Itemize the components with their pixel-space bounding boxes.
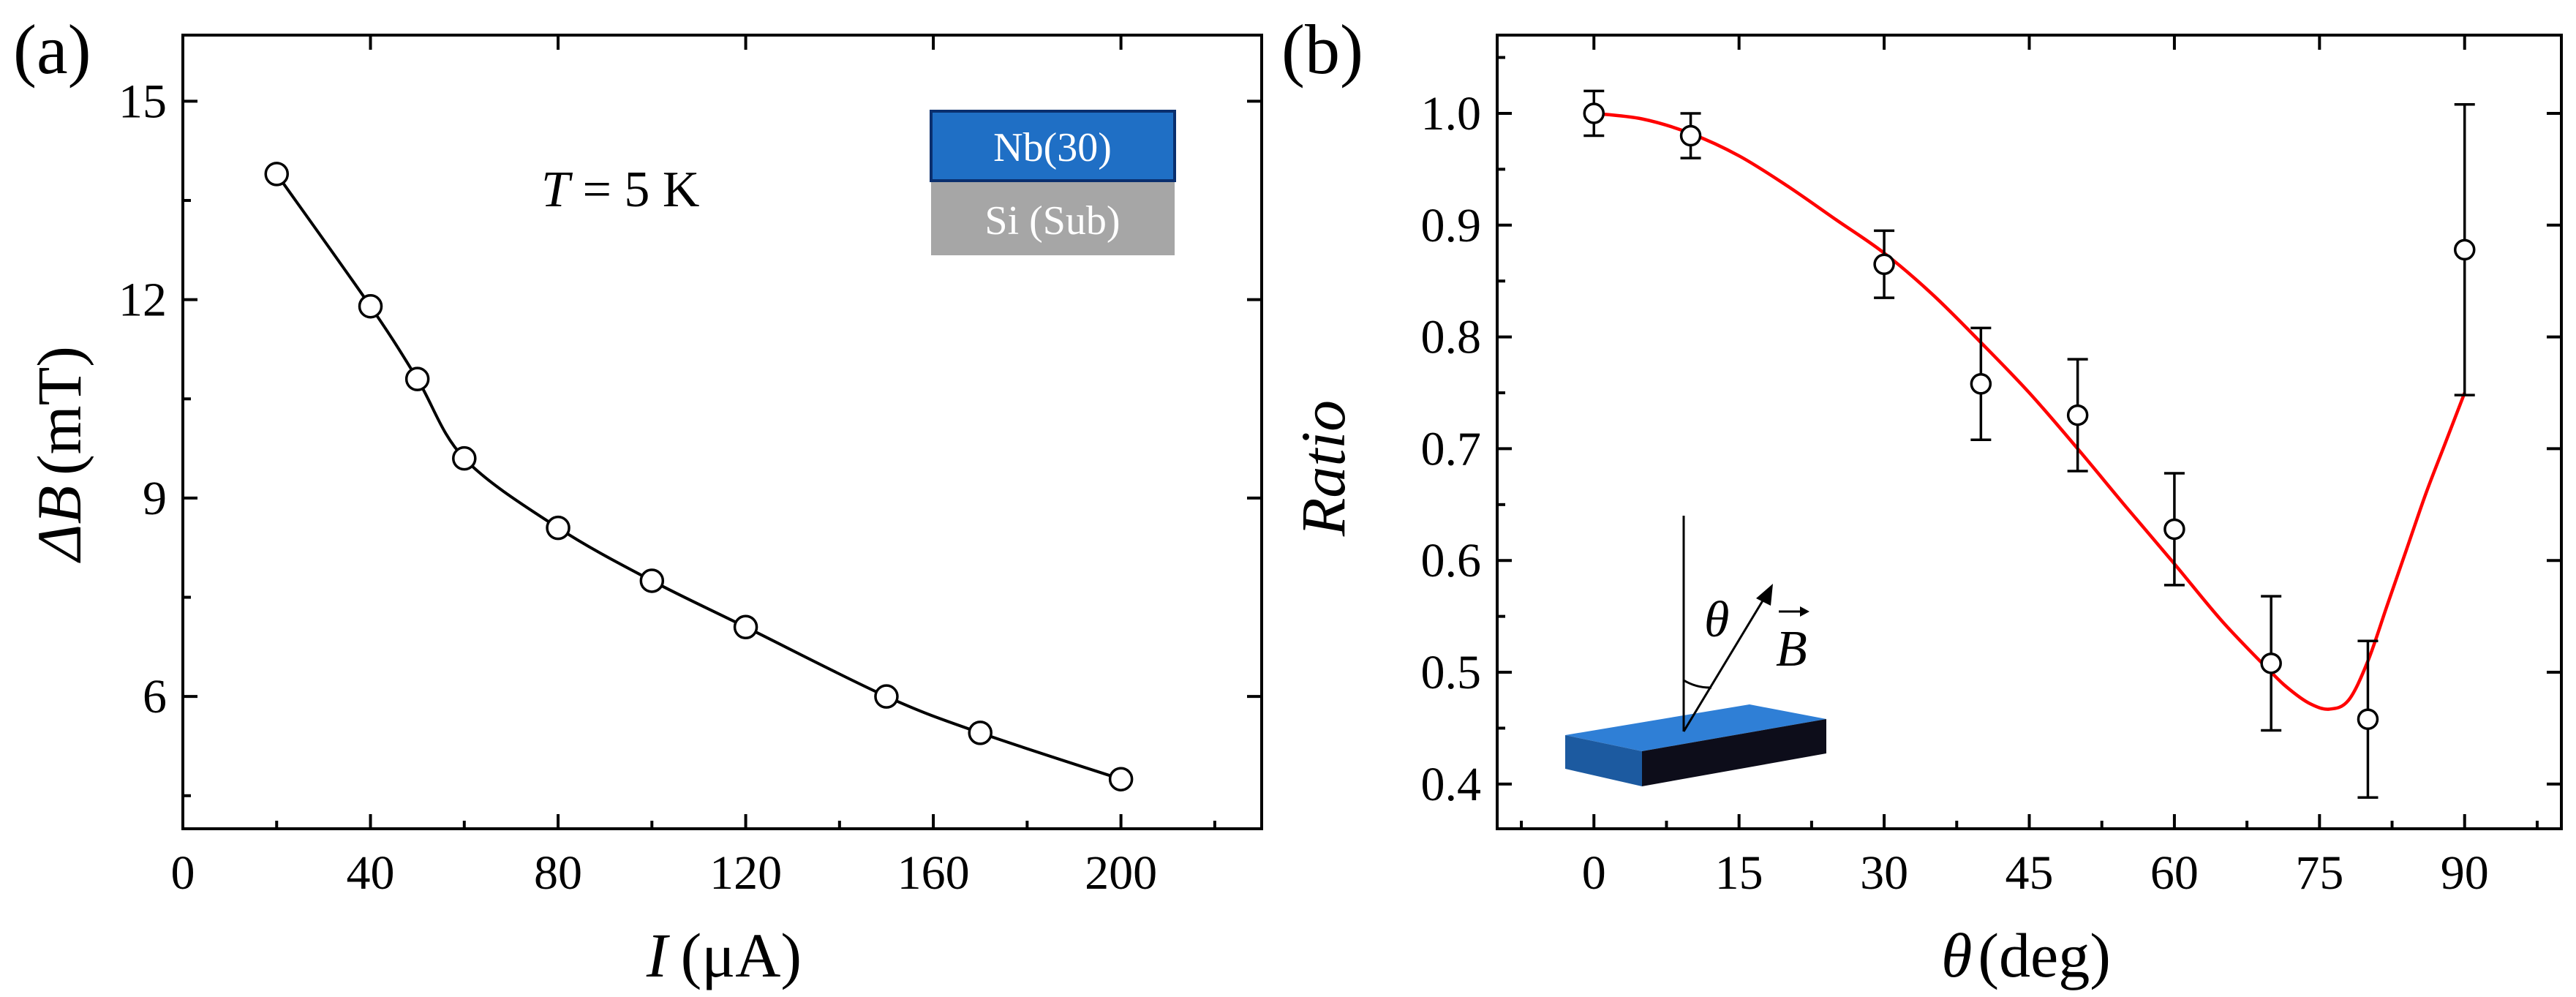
nb-layer	[930, 110, 1176, 182]
panel-b-error-bars	[1583, 89, 2475, 799]
x-tick-label: 15	[1715, 846, 1763, 900]
data-point	[639, 568, 665, 593]
panel-a-y-axis-title: ΔB (mT)	[24, 346, 94, 563]
data-point	[264, 162, 290, 187]
data-point	[968, 721, 993, 745]
data-point	[2357, 708, 2379, 730]
data-point	[1583, 102, 1605, 124]
data-point	[546, 515, 570, 541]
slab-top-face	[1565, 704, 1826, 751]
field-arrow-head	[1756, 584, 1773, 606]
data-point	[2066, 404, 2089, 426]
inset-angle-label: θ	[1704, 592, 1729, 648]
y-tick-label: 15	[118, 75, 167, 128]
y-tick-label: 0.6	[1421, 534, 1482, 587]
panel-b-xlabel-unit: (deg)	[1978, 920, 2110, 990]
data-point	[733, 614, 758, 639]
data-point	[1679, 124, 1702, 147]
data-point	[874, 684, 899, 709]
data-point	[1873, 253, 1895, 276]
x-tick-label: 60	[2150, 846, 2199, 900]
y-tick-label: 0.9	[1421, 199, 1482, 252]
panel-a-x-axis-title: I (μA)	[646, 920, 802, 990]
y-tick-label: 9	[143, 472, 167, 525]
panel-b-y-axis-title: Ratio	[1288, 400, 1358, 537]
panel-a-temperature-annotation: T = 5 K	[541, 162, 699, 218]
panel-a-label: (a)	[13, 10, 91, 89]
data-point	[452, 445, 477, 471]
panel-b-data-points	[1583, 102, 2476, 730]
x-tick-label: 200	[1085, 846, 1157, 900]
panel-a-ylabel-var: ΔB	[24, 486, 94, 563]
x-tick-label: 160	[897, 846, 970, 900]
data-point	[2163, 518, 2185, 541]
y-tick-label: 0.4	[1421, 758, 1482, 811]
panel-a-xlabel-unit: (μA)	[681, 920, 802, 990]
panel-a-y-ticks: 6 9 12 15	[118, 75, 1262, 797]
panel-a-xlabel-var: I	[646, 920, 670, 990]
nb-layer-label: Nb(30)	[993, 125, 1112, 170]
panel-a-ylabel-unit: (mT)	[24, 346, 94, 475]
x-tick-label: 120	[709, 846, 782, 900]
x-tick-label: 45	[2006, 846, 2054, 900]
panel-a-annot-var: T	[541, 162, 573, 218]
panel-b: (b) 0 15 30 45 60 75 90 0.40.50.60.70.80.91.0 …	[1281, 10, 2563, 990]
data-point	[358, 293, 383, 319]
panel-b-y-ticks: 0.4 0.5 0.6 0.7 0.8 0.9 1.0	[1421, 56, 2561, 811]
panel-a-layer-stack-inset: Nb(30) Si (Sub)	[930, 110, 1176, 255]
panel-b-fit-curve	[1594, 111, 2466, 711]
slab-front-face	[1565, 735, 1642, 786]
panel-b-xlabel-var: θ	[1941, 920, 1972, 990]
panel-a-fit-curve	[275, 173, 1122, 781]
x-tick-label: 40	[347, 846, 395, 900]
angle-arc	[1683, 679, 1712, 689]
panel-b-geometry-inset: θ B	[1565, 516, 1826, 786]
x-tick-label: 0	[1582, 846, 1606, 900]
inset-field-label: B	[1776, 621, 1807, 677]
data-point	[2453, 238, 2476, 261]
y-tick-label: 0.8	[1421, 311, 1482, 364]
panel-a: (a) 0 40 80 120 160 200 6 9 12 15 ΔB (mT) I (μA) T…	[13, 10, 1263, 990]
x-tick-label: 90	[2441, 846, 2489, 900]
data-point	[1108, 767, 1134, 791]
x-tick-label: 0	[171, 846, 195, 900]
vector-arrow-tip	[1800, 606, 1809, 617]
panel-a-annot-rest: = 5 K	[570, 162, 700, 218]
y-tick-label: 0.5	[1421, 646, 1482, 699]
panel-b-x-ticks: 0 15 30 45 60 75 90	[1520, 35, 2539, 900]
y-tick-label: 12	[118, 274, 167, 327]
data-point	[404, 366, 430, 391]
x-tick-label: 80	[534, 846, 582, 900]
slab-side-face	[1642, 719, 1826, 786]
panel-b-x-axis-title: θ(deg)	[1941, 920, 2111, 990]
panel-a-plot-frame	[181, 34, 1263, 830]
panel-a-x-ticks: 0 40 80 120 160 200	[171, 35, 1216, 900]
x-tick-label: 30	[1860, 846, 1908, 900]
field-arrow-shaft	[1682, 598, 1766, 732]
x-tick-label: 75	[2295, 846, 2343, 900]
y-tick-label: 0.7	[1421, 422, 1482, 475]
si-substrate-layer	[931, 182, 1175, 255]
panel-b-label: (b)	[1281, 10, 1363, 89]
si-layer-label: Si (Sub)	[984, 198, 1120, 244]
data-point	[2260, 652, 2282, 674]
panel-b-plot-frame	[1496, 34, 2563, 830]
y-tick-label: 1.0	[1421, 87, 1482, 140]
y-tick-label: 6	[143, 670, 167, 723]
data-point	[1970, 373, 1992, 395]
panel-a-data-points	[264, 162, 1134, 791]
